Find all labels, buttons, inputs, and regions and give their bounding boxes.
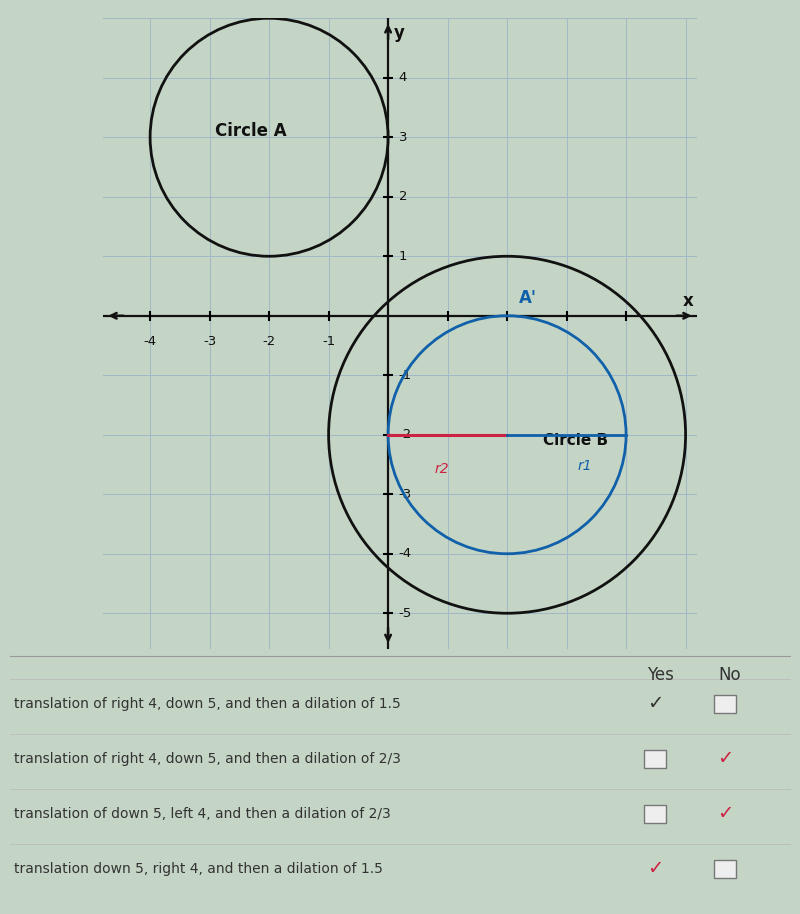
Text: -2: -2: [399, 429, 412, 441]
Bar: [714, 695, 736, 713]
Text: -4: -4: [143, 335, 157, 348]
Text: Circle B: Circle B: [542, 433, 608, 448]
Bar: [644, 805, 666, 823]
Text: 4: 4: [399, 71, 407, 84]
Text: Circle A: Circle A: [215, 122, 287, 141]
Text: Yes: Yes: [646, 666, 674, 684]
Text: 1: 1: [399, 250, 407, 262]
Text: translation of right 4, down 5, and then a dilation of 2/3: translation of right 4, down 5, and then…: [14, 752, 401, 766]
Text: translation down 5, right 4, and then a dilation of 1.5: translation down 5, right 4, and then a …: [14, 862, 383, 876]
Text: r2: r2: [434, 462, 449, 475]
Text: -1: -1: [399, 368, 412, 382]
Text: -4: -4: [399, 547, 412, 560]
Text: translation of right 4, down 5, and then a dilation of 1.5: translation of right 4, down 5, and then…: [14, 697, 401, 711]
Text: r1: r1: [577, 459, 592, 473]
Text: -2: -2: [262, 335, 276, 348]
Text: ✓: ✓: [717, 804, 733, 824]
Text: ✓: ✓: [647, 859, 663, 878]
Bar: [714, 860, 736, 878]
Text: ✓: ✓: [717, 749, 733, 769]
Text: No: No: [718, 666, 742, 684]
Text: ✓: ✓: [647, 695, 663, 714]
Text: 2: 2: [399, 190, 407, 203]
Text: A': A': [519, 289, 537, 307]
Text: -5: -5: [399, 607, 412, 620]
Bar: [644, 750, 666, 768]
Text: -3: -3: [203, 335, 216, 348]
Text: -3: -3: [399, 488, 412, 501]
Text: y: y: [394, 24, 404, 42]
Text: 3: 3: [399, 131, 407, 143]
Text: x: x: [683, 292, 694, 310]
Text: translation of down 5, left 4, and then a dilation of 2/3: translation of down 5, left 4, and then …: [14, 807, 390, 821]
Text: -1: -1: [322, 335, 335, 348]
